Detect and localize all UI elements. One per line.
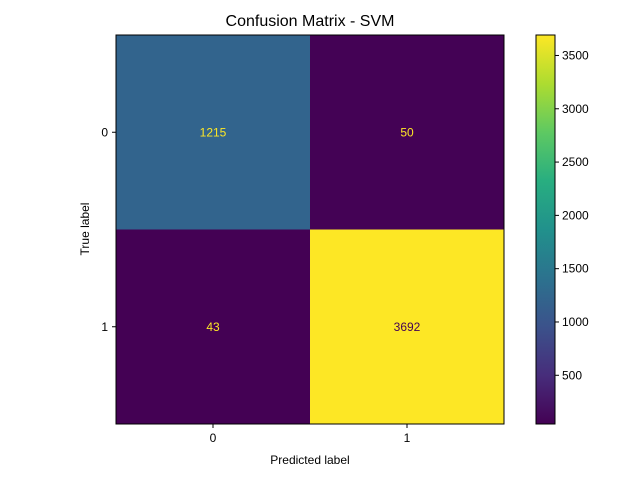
x-axis-label: Predicted label [270,453,349,467]
y-axis-ticks: 01 [101,125,116,334]
cell-1-0 [116,229,310,424]
cell-0-0 [116,35,310,230]
cell-value-0-0: 1215 [200,125,227,139]
colorbar-tick-label-1: 1000 [562,315,589,329]
cell-0-1 [310,35,504,230]
colorbar [535,34,556,425]
colorbar-ticks: 500 1000 1500 2000 2500 3000 3500 [555,48,589,382]
colorbar-tick-label-6: 3500 [562,48,589,62]
colorbar-tick-label-0: 500 [562,368,582,382]
chart-title: Confusion Matrix - SVM [226,13,395,30]
y-tick-label-1: 1 [101,320,108,334]
x-tick-label-0: 0 [210,431,217,445]
x-tick-label-1: 1 [404,431,411,445]
colorbar-tick-label-2: 1500 [562,262,589,276]
cell-1-1 [310,229,504,424]
cell-value-1-0: 43 [206,320,220,334]
cell-value-0-1: 50 [400,125,414,139]
colorbar-tick-label-5: 3000 [562,102,589,116]
y-axis-label: True label [78,203,92,256]
cell-value-1-1: 3692 [394,320,421,334]
colorbar-tick-label-4: 2500 [562,155,589,169]
y-tick-label-0: 0 [101,125,108,139]
heatmap-cells: 1215 50 43 3692 [116,35,504,424]
plot-frame [115,34,505,425]
colorbar-tick-label-3: 2000 [562,208,589,222]
